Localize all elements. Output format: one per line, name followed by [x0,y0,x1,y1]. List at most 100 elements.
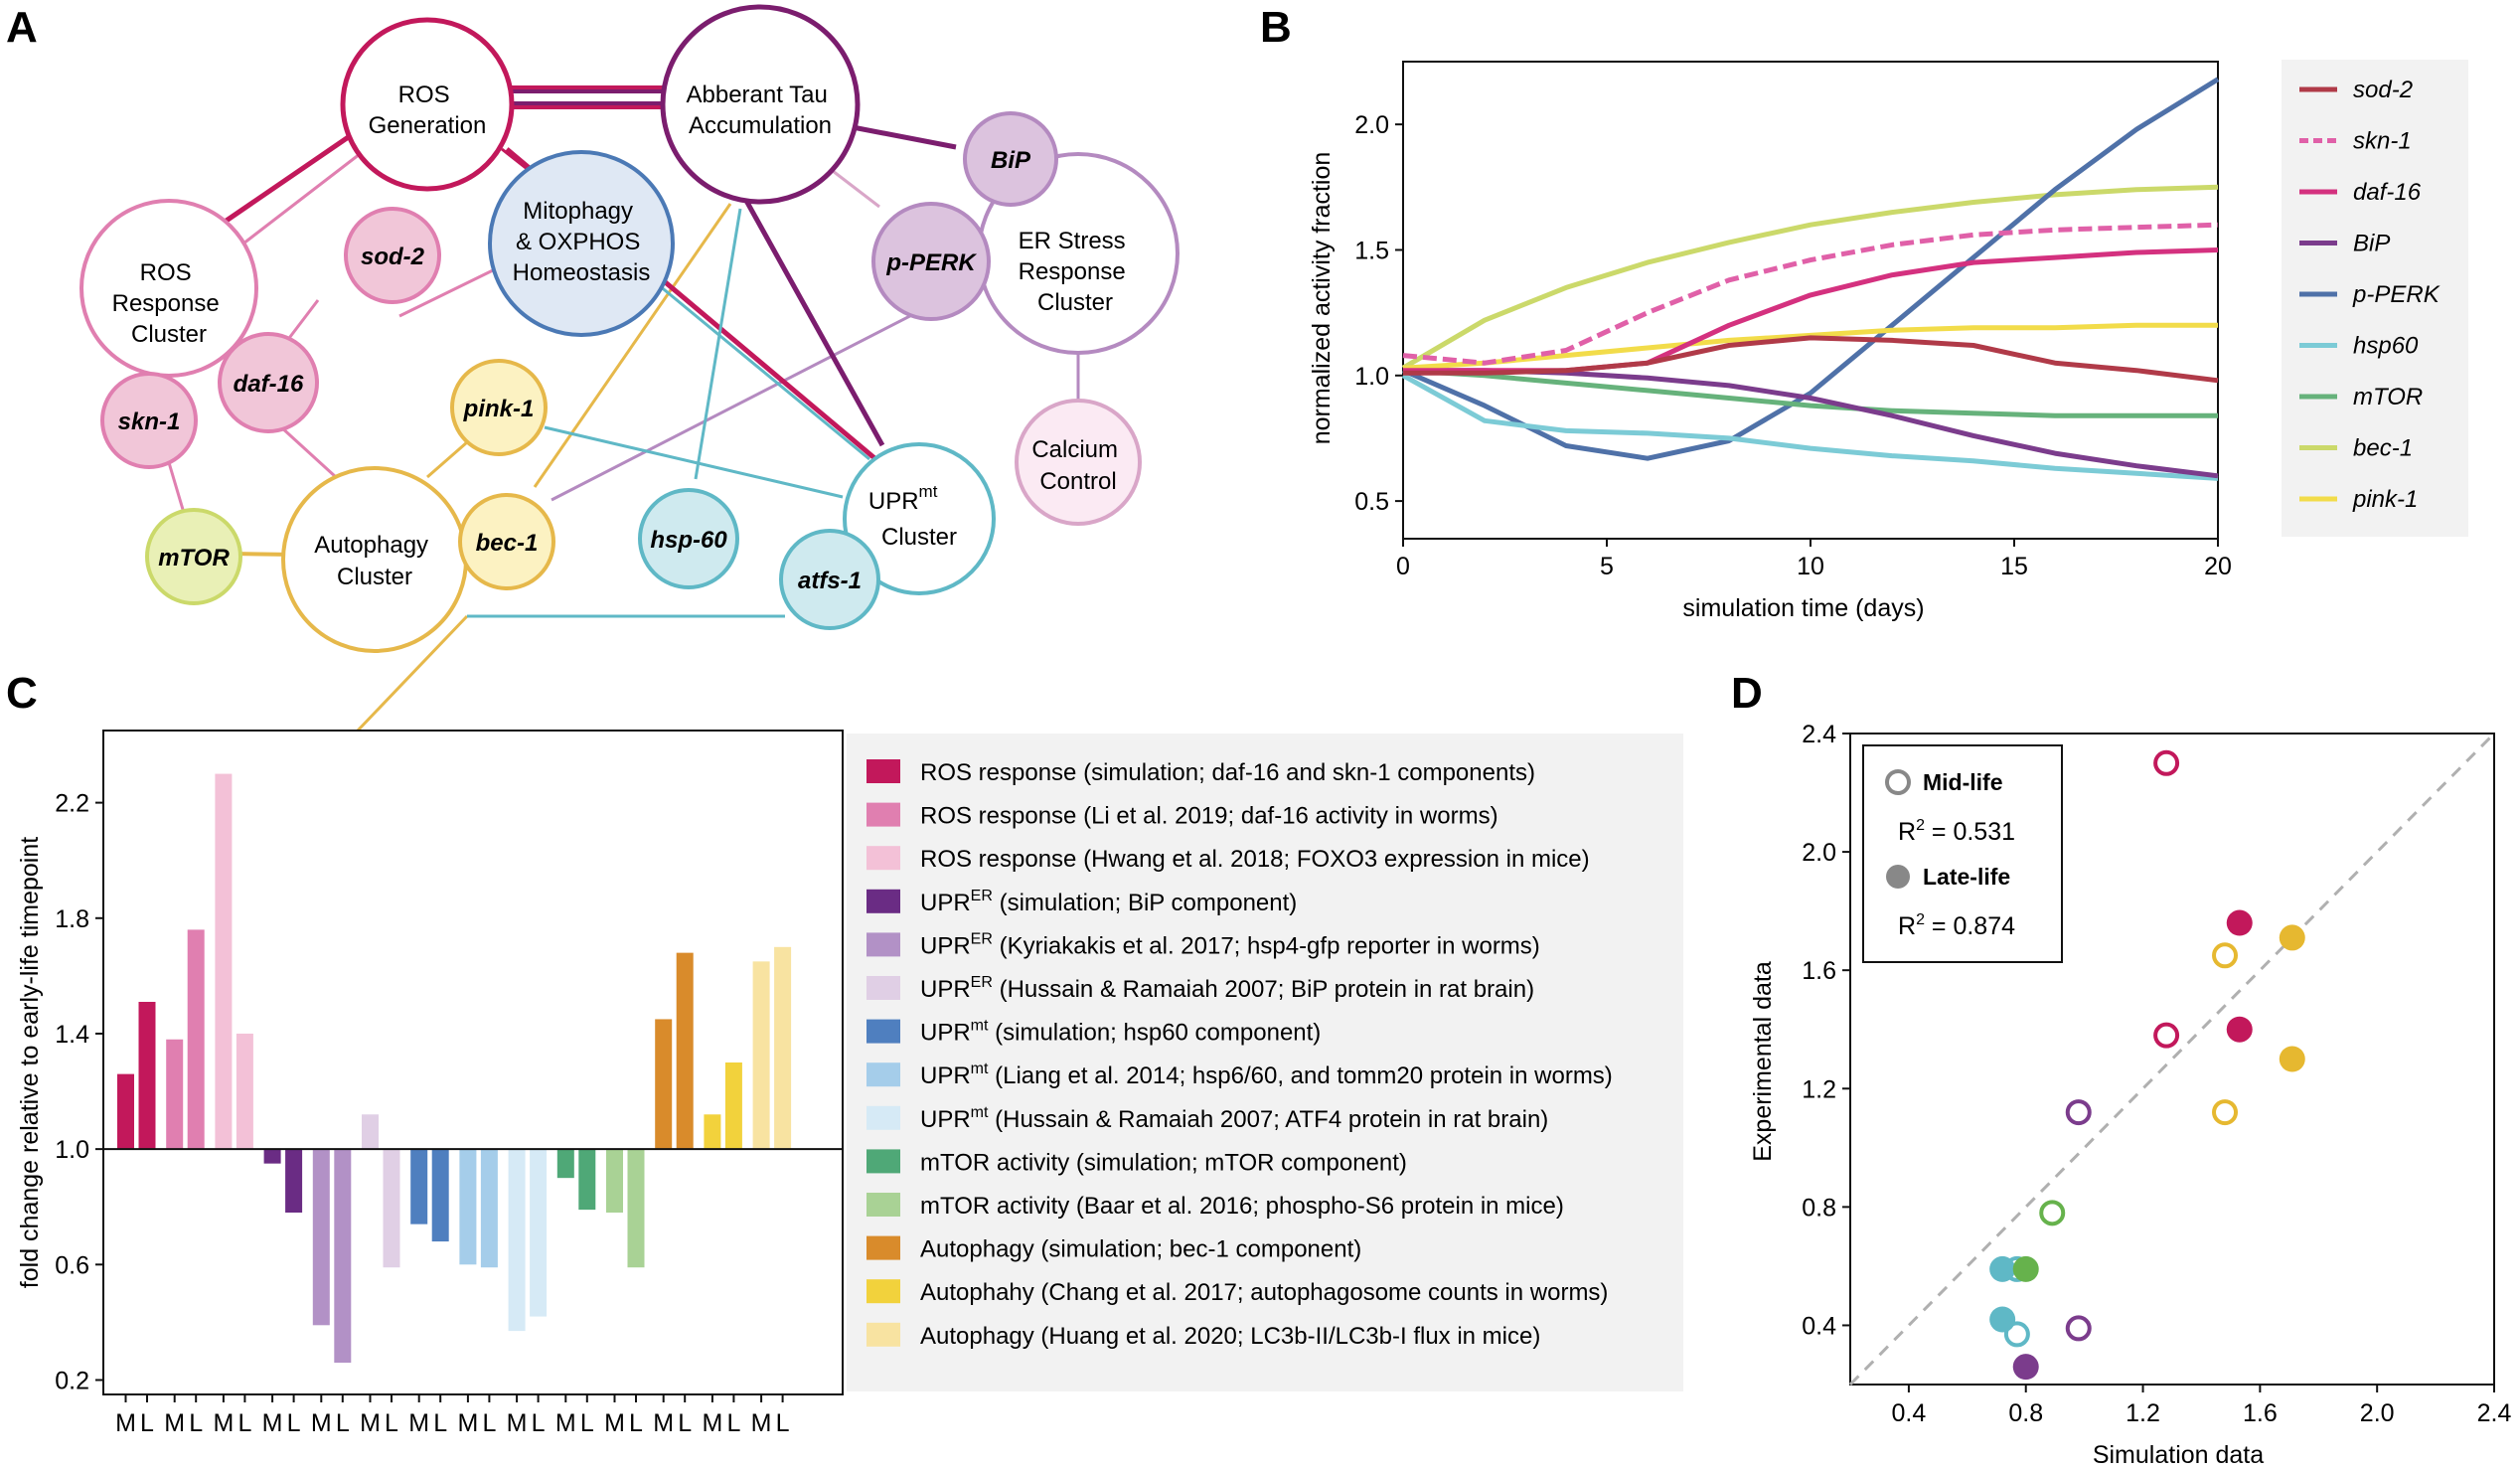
chart-b-legend-label: BiP [2353,231,2390,257]
node-er-stress-label: ER Stress Response Cluster [1019,228,1133,316]
chart-c-bar [410,1149,428,1224]
node-abberant-tau [660,4,861,205]
chart-c-xtick-label: M [457,1409,478,1437]
chart-c-bar [752,961,770,1150]
chart-c-legend-label: UPRmt (simulation; hsp60 component) [920,1018,1321,1047]
edge-tau-perk [832,169,880,209]
chart-c-legend-label: UPRER (Hussain & Ramaiah 2007; BiP prote… [920,974,1534,1003]
chart-c-xtick-label: M [164,1409,185,1437]
chart-b-line-mtor [1402,368,2218,418]
chart-b-legend-label: sod-2 [2353,77,2413,103]
chart-b-line-hsp60 [1401,373,2219,481]
chart-b-xlabel: simulation time (days) [1682,594,1924,622]
gene-node-skn-1 [100,372,198,469]
chart-d-ytick-label: 1.6 [1802,957,1836,985]
node-mitophagy-oxphos [488,150,675,337]
chart-d-point-late-life [2226,1016,2253,1043]
chart-c-xtick-label: M [360,1409,381,1437]
chart-b-legend-label: bec-1 [2353,435,2413,462]
chart-c-bar [362,1114,379,1150]
chart-c-legend-label: ROS response (Li et al. 2019; daf-16 act… [920,803,1498,830]
node-ros-generation-label: ROS Generation [369,82,487,139]
chart-c-legend-label: Autophagy (Huang et al. 2020; LC3b-II/LC… [920,1323,1540,1350]
chart-d-point-mid-life [2153,749,2180,776]
chart-c-bar [431,1149,449,1242]
edge-bec1-tau [533,203,732,488]
chart-b-line-sod-2 [1403,335,2219,384]
chart-b-legend-label: skn-1 [2353,128,2412,155]
chart-c-legend-swatch [866,1019,900,1044]
chart-c-xtick-label: L [580,1409,594,1437]
chart-c-bar [334,1149,352,1364]
chart-d-point-late-life [2012,1354,2039,1381]
chart-c-legend-swatch [866,1279,900,1304]
chart-d-xtick-label: 1.2 [2126,1399,2160,1427]
chart-b-ticks: 0 5 10 15 20 0.5 1.0 1.5 2.0 [1354,111,2232,580]
chart-c-bar [459,1149,477,1265]
chart-d: Simulation data Experimental data 0.40.4… [1749,721,2511,1469]
chart-c-xtick-label: L [287,1409,301,1437]
chart-c-legend-swatch [866,932,900,957]
chart-d-point-mid-life [2153,1022,2180,1049]
chart-c-legend-swatch [866,1149,900,1174]
chart-b: simulation time (days) normalized activi… [1308,60,2468,622]
gene-label-p-perk: p-PERK [885,249,977,276]
gene-node-sod-2 [344,207,441,304]
node-calcium-control [1015,399,1142,526]
legend-mid-life-marker [1885,769,1911,795]
chart-c-bar [724,1062,742,1150]
node-uprmt-label: UPRmt Cluster [868,476,957,551]
chart-d-ytick-label: 2.4 [1802,721,1836,748]
chart-b-ytick-label: 2.0 [1354,111,1389,139]
legend-late-life-marker [1886,865,1910,889]
legend-late-life-label: Late-life [1923,864,2010,890]
chart-d-xlabel: Simulation data [2093,1441,2264,1469]
chart-c-legend-swatch [866,1322,900,1347]
panel-label-c: C [6,669,38,718]
chart-c-legend-swatch [866,1105,900,1130]
chart-c-legend-swatch [866,976,900,1000]
chart-d-xtick-label: 1.6 [2243,1399,2278,1427]
chart-d-ytick-label: 2.0 [1802,839,1836,867]
chart-d-point-late-life [2226,909,2253,936]
gene-node-hsp-60 [638,488,739,589]
chart-b-frame [1402,61,2219,540]
chart-c-xtick-label: M [311,1409,332,1437]
edge-pink1-uprmt [544,425,844,499]
chart-c-bar [627,1149,645,1268]
chart-b-legend-label: p-PERK [2352,281,2441,308]
chart-b-line-p-perk [1402,77,2220,461]
chart-c-bar [676,952,694,1150]
edge-ros-rosresp-2 [230,142,374,255]
chart-d-point-mid-life [2039,1200,2066,1226]
chart-d-points [1989,749,2305,1381]
chart-c-bar [578,1149,596,1211]
chart-d-point-late-life [2279,1046,2305,1072]
chart-c-legend-swatch [866,1235,900,1260]
gene-label-pink-1: pink-1 [463,396,535,422]
chart-b-line-bec-1 [1401,184,2219,371]
chart-c-xtick-label: M [751,1409,772,1437]
chart-c-xtick-label: M [653,1409,674,1437]
chart-d-ytick-label: 0.8 [1802,1194,1836,1222]
chart-c-bar [556,1149,574,1179]
chart-d-identity-line [1848,732,2496,1387]
gene-node-pink-1 [450,359,548,456]
chart-c-xtick-label: L [482,1409,496,1437]
legend-mid-life-r2: R2 = 0.531 [1898,817,2015,846]
chart-d-point-late-life [1989,1255,2016,1282]
chart-c-legend-label: Autophahy (Chang et al. 2017; autophagos… [920,1279,1608,1306]
node-calcium-label: Calcium Control [1031,436,1124,495]
chart-c-bar [655,1019,673,1150]
chart-c-xtick-label: L [776,1409,790,1437]
chart-c-xtick-label: M [262,1409,283,1437]
chart-c-bar [187,929,205,1150]
chart-c-xtick-label: M [213,1409,234,1437]
node-ros-response-label: ROS Response Cluster [112,259,227,348]
edge-pink1-auto [426,440,468,479]
chart-c-xtick-label: L [237,1409,251,1437]
node-uprmt-cluster [843,442,996,595]
chart-c-bar [263,1149,281,1164]
gene-node-daf-16 [218,332,319,433]
chart-c-yticks: 0.2 0.6 1.0 1.4 1.8 2.2 [55,790,103,1394]
